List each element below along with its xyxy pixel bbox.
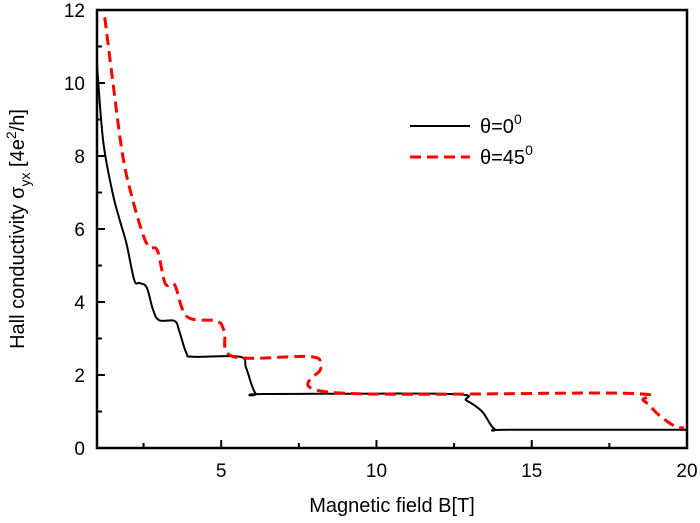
legend-label-theta-45: θ=450	[480, 142, 533, 169]
series-line-1	[103, 17, 685, 430]
y-tick-label: 6	[74, 220, 85, 241]
x-tick-label: 5	[216, 461, 227, 482]
series-group	[96, 17, 688, 432]
y-tick-label: 8	[74, 147, 85, 168]
y-axis-title: Hall conductivity σyx [4e2/h]	[3, 109, 33, 349]
legend: θ=00 θ=450	[410, 111, 533, 169]
x-axis-title: Magnetic field B[T]	[309, 495, 475, 517]
series-line-0	[96, 64, 688, 432]
ticks: 5 10 15 20 0 2 4 6 8 10 12	[64, 1, 698, 482]
legend-label-theta-0: θ=00	[480, 111, 522, 138]
x-tick-label: 15	[521, 461, 542, 482]
y-tick-label: 0	[74, 439, 85, 460]
x-tick-label: 20	[676, 461, 697, 482]
y-tick-label: 12	[64, 1, 85, 22]
x-tick-label: 10	[366, 461, 387, 482]
y-tick-label: 4	[74, 293, 85, 314]
y-tick-label: 10	[64, 74, 85, 95]
plot-frame	[95, 8, 689, 450]
y-tick-label: 2	[74, 366, 85, 387]
